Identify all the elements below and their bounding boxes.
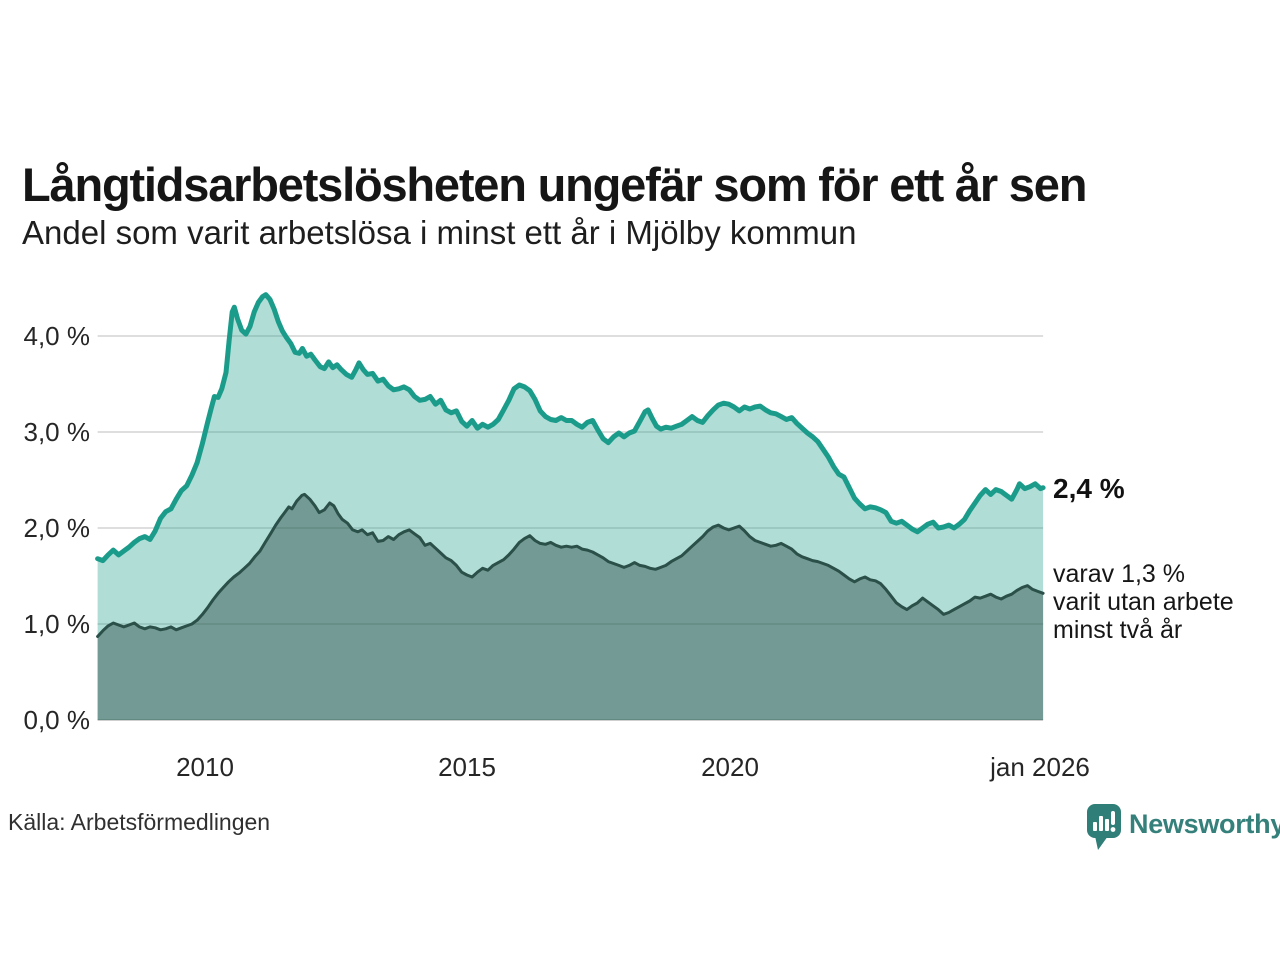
two-year-series-line — [96, 492, 1045, 638]
latest-value-label: 2,4 % — [1053, 473, 1125, 504]
y-tick-label-2: 2,0 % — [23, 513, 91, 543]
x-tick-label-jan-2026: jan 2026 — [990, 752, 1090, 782]
newsworthy-logo: Newsworthy — [1086, 803, 1280, 851]
two-year-series-area — [97, 494, 1044, 720]
x-tick-label-2015: 2015 — [438, 752, 496, 782]
newsworthy-bar-chart-bubble-icon — [1087, 804, 1121, 850]
x-tick-label-2020: 2020 — [701, 752, 759, 782]
one-year-series-area — [97, 294, 1044, 720]
two-year-note-label: varav 1,3 % varit utan arbete minst två … — [1053, 560, 1234, 644]
y-tick-label-3: 3,0 % — [23, 417, 91, 447]
y-tick-label-0: 0,0 % — [23, 705, 91, 735]
page-subtitle: Andel som varit arbetslösa i minst ett å… — [22, 214, 857, 251]
source-caption: Källa: Arbetsförmedlingen — [8, 809, 271, 835]
one-year-series-line — [95, 292, 1046, 564]
x-tick-label-2010: 2010 — [176, 752, 234, 782]
newsworthy-wordmark: Newsworthy — [1129, 809, 1280, 839]
y-tick-label-4: 4,0 % — [23, 321, 91, 351]
page-title: Långtidsarbetslösheten ungefär som för e… — [22, 158, 1087, 212]
y-tick-label-1: 1,0 % — [23, 609, 91, 639]
